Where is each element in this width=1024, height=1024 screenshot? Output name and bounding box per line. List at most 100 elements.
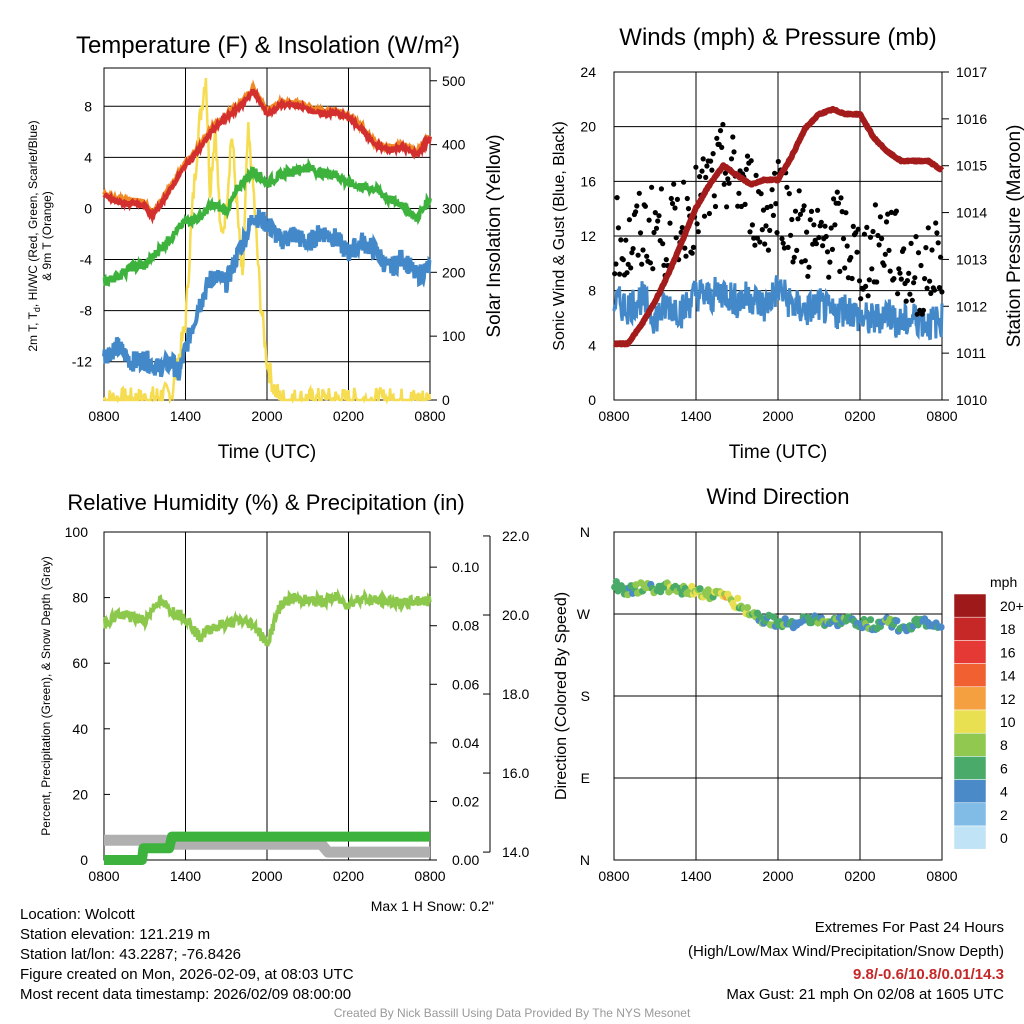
gust-point: [639, 261, 645, 267]
gust-point: [887, 268, 893, 274]
gust-point: [933, 220, 939, 226]
gust-point: [818, 219, 824, 225]
gust-point: [917, 307, 923, 313]
dir-x-tick-label: 0800: [926, 868, 957, 884]
legend-swatch: [953, 616, 987, 641]
gust-point: [773, 201, 779, 207]
wind-y-tick-label: 20: [580, 119, 596, 135]
gust-point: [865, 293, 871, 299]
dir-x-tick-label: 0200: [844, 868, 875, 884]
legend-label: 0: [1000, 830, 1008, 846]
gust-point: [931, 287, 938, 293]
gust-point: [668, 195, 674, 202]
gust-point: [879, 236, 885, 242]
gust-point: [708, 158, 714, 164]
gust-point: [875, 232, 881, 239]
legend-label: 8: [1000, 737, 1008, 753]
gust-point: [721, 181, 727, 187]
precip-tick-label: 0.02: [452, 793, 479, 809]
gust-point: [613, 261, 619, 267]
legend-label: 2: [1000, 807, 1008, 823]
gust-point: [928, 290, 934, 296]
gust-point: [775, 158, 781, 165]
gust-point: [628, 265, 634, 271]
gust-point: [855, 226, 861, 232]
temp-y2-tick-label: 0: [442, 392, 450, 408]
rh-y-tick-label: 0: [80, 852, 88, 868]
temp-x-tick-label: 0800: [414, 408, 445, 424]
legend-title: mph: [990, 574, 1017, 590]
temp-y-tick-label: 8: [84, 98, 92, 114]
dir-y-tick-label: E: [581, 770, 590, 786]
direction-points: [611, 578, 945, 635]
gust-point: [674, 196, 681, 202]
wind-y-tick-label: 16: [580, 173, 596, 189]
gust-point: [685, 206, 692, 212]
gust-point: [620, 257, 626, 263]
gust-point: [913, 234, 919, 240]
gust-point: [747, 229, 753, 235]
gust-point: [682, 245, 688, 251]
gust-point: [644, 253, 650, 259]
gust-point: [663, 257, 669, 263]
wind-y-tick-label: 24: [580, 64, 596, 80]
gust-point: [907, 291, 913, 297]
wind-x-tick-label: 0800: [926, 408, 957, 424]
gust-point: [870, 228, 876, 235]
gust-point: [710, 151, 716, 157]
gust-point: [751, 235, 757, 241]
gust-point: [863, 283, 869, 289]
dir-x-tick-label: 2000: [762, 868, 793, 884]
dir-y-tick-label: N: [580, 524, 590, 540]
gust-point: [780, 240, 786, 246]
gust-point: [869, 266, 875, 272]
gust-point: [770, 212, 777, 218]
gust-point: [709, 167, 715, 173]
gust-point: [774, 230, 780, 236]
gust-point: [652, 210, 658, 216]
dir-chart-title: Wind Direction: [706, 484, 849, 509]
direction-point: [866, 616, 875, 624]
rh-y-tick-label: 20: [72, 786, 88, 802]
temp-y2-tick-label: 300: [442, 200, 466, 216]
gust-point: [634, 203, 640, 209]
gust-point: [711, 193, 717, 199]
gust-point: [876, 242, 882, 248]
credit-text: Created By Nick Bassill Using Data Provi…: [333, 1006, 691, 1020]
direction-point: [696, 585, 704, 593]
rh-x-tick-label: 0800: [414, 868, 445, 884]
legend-label: 4: [1000, 784, 1008, 800]
snow-tick-label: 14.0: [502, 844, 529, 860]
recent-text: Most recent data timestamp: 2026/02/09 0…: [20, 986, 352, 1003]
wind-y2-tick-label: 1015: [956, 158, 987, 174]
humidity-line: [102, 587, 432, 647]
gust-point: [769, 187, 775, 193]
gust-point: [838, 195, 844, 201]
wind-y-tick-label: 12: [580, 228, 596, 244]
gust-point: [752, 242, 758, 248]
gust-point: [617, 271, 623, 277]
gust-point: [914, 311, 920, 317]
gust-point: [834, 189, 840, 195]
gust-point: [909, 297, 915, 303]
temp-y2-tick-label: 500: [442, 73, 466, 89]
gust-point: [891, 276, 897, 282]
legend-swatch: [953, 732, 987, 757]
gust-point: [693, 164, 699, 170]
wind-y2-tick-label: 1016: [956, 111, 987, 127]
temp-y2-tick-label: 100: [442, 328, 466, 344]
gust-point: [805, 273, 811, 279]
gust-point: [843, 210, 849, 216]
gust-point: [858, 296, 864, 302]
gust-point: [695, 229, 701, 235]
gust-point: [650, 266, 656, 272]
gust-point: [796, 188, 802, 194]
rh-chart-title: Relative Humidity (%) & Precipitation (i…: [67, 490, 464, 515]
location-text: Location: Wolcott: [20, 906, 135, 923]
gust-point: [719, 144, 725, 150]
gust-point: [614, 195, 620, 201]
gust-point: [872, 202, 879, 208]
gust-point: [728, 156, 735, 162]
elevation-text: Station elevation: 121.219 m: [20, 926, 211, 943]
